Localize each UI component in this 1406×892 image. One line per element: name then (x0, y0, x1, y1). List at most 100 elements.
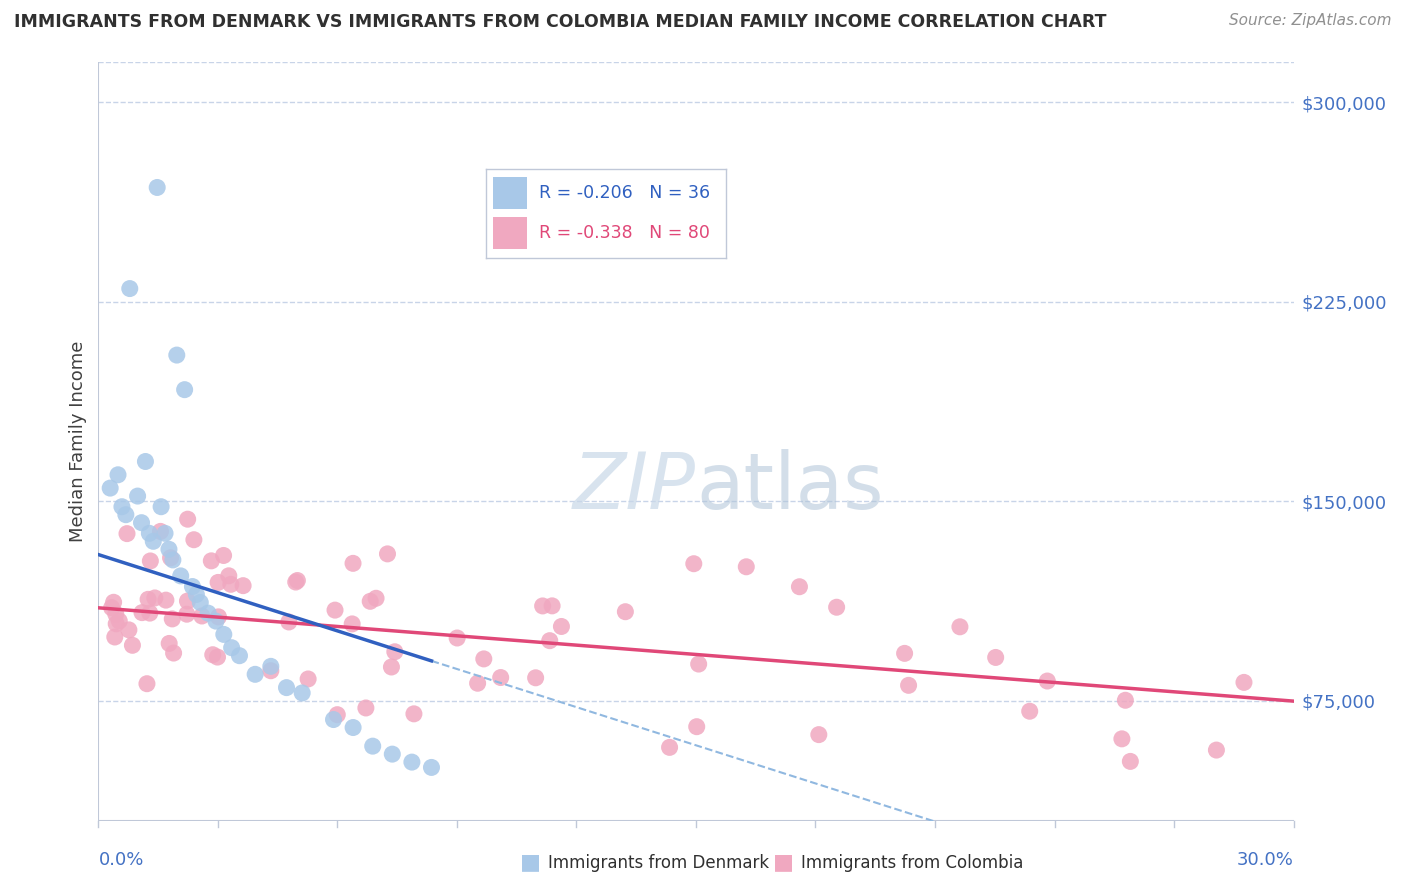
Point (1018, 704, 1040, 718)
Point (277, 615, 299, 629)
Point (138, 526, 160, 541)
Point (260, 664, 283, 678)
Point (121, 638, 143, 652)
Point (183, 533, 205, 547)
Text: atlas: atlas (696, 449, 883, 525)
Point (153, 526, 176, 541)
Point (176, 512, 198, 526)
Point (489, 671, 512, 685)
Point (146, 180, 169, 194)
Point (162, 612, 184, 626)
Point (380, 660, 402, 674)
Point (467, 676, 489, 690)
Point (173, 383, 195, 397)
Point (472, 652, 495, 666)
Point (136, 592, 159, 607)
Point (221, 640, 243, 655)
Point (159, 550, 181, 565)
Point (197, 606, 219, 620)
Point (243, 667, 266, 681)
Point (340, 616, 363, 631)
Text: Immigrants from Colombia: Immigrants from Colombia (801, 855, 1024, 872)
Point (111, 500, 134, 514)
Point (541, 599, 564, 613)
Point (361, 739, 384, 753)
Point (1111, 731, 1133, 746)
Point (232, 579, 254, 593)
Point (531, 599, 554, 613)
Bar (494, 217, 527, 249)
Point (342, 557, 364, 571)
Point (218, 569, 240, 583)
Text: ■: ■ (520, 853, 541, 872)
Point (384, 645, 406, 659)
Point (157, 636, 180, 650)
Point (1205, 743, 1227, 757)
Point (115, 526, 138, 541)
Point (614, 605, 637, 619)
Point (377, 547, 399, 561)
Point (524, 671, 547, 685)
Point (142, 534, 165, 549)
Point (359, 594, 381, 608)
Point (323, 603, 346, 617)
Point (170, 569, 193, 583)
Point (897, 678, 920, 692)
Point (162, 646, 184, 660)
Point (143, 591, 166, 605)
Point (658, 740, 681, 755)
Point (115, 508, 138, 522)
Point (420, 760, 443, 774)
Point (342, 721, 364, 735)
Point (149, 524, 172, 539)
Point (212, 627, 235, 641)
Point (354, 701, 377, 715)
Point (105, 616, 128, 631)
Point (949, 620, 972, 634)
Text: Immigrants from Denmark: Immigrants from Denmark (548, 855, 769, 872)
Point (103, 595, 125, 609)
Point (104, 607, 127, 621)
Point (297, 672, 319, 686)
Point (98, 481, 121, 495)
Text: Source: ZipAtlas.com: Source: ZipAtlas.com (1229, 13, 1392, 29)
Text: ■: ■ (773, 853, 794, 872)
Text: 30.0%: 30.0% (1237, 851, 1294, 869)
Point (186, 587, 208, 601)
Point (364, 591, 387, 606)
Point (131, 516, 153, 530)
Point (131, 606, 153, 620)
Point (104, 630, 127, 644)
Point (155, 593, 177, 607)
Point (984, 650, 1007, 665)
Point (1114, 693, 1136, 707)
Point (134, 454, 156, 468)
Text: 0.0%: 0.0% (98, 851, 143, 869)
Point (181, 580, 204, 594)
Point (107, 467, 129, 482)
Point (207, 575, 229, 590)
Point (446, 631, 468, 645)
Text: R = -0.206   N = 36: R = -0.206 N = 36 (538, 184, 710, 202)
Text: R = -0.338   N = 80: R = -0.338 N = 80 (538, 224, 710, 242)
Point (1119, 755, 1142, 769)
Point (276, 681, 298, 695)
Point (157, 542, 180, 557)
Point (139, 606, 162, 620)
Point (682, 557, 704, 571)
Point (162, 553, 184, 567)
Point (550, 619, 572, 633)
Point (326, 707, 349, 722)
Point (191, 609, 214, 624)
Point (1036, 673, 1059, 688)
Point (686, 720, 709, 734)
Point (150, 500, 173, 514)
Point (381, 747, 404, 761)
Point (108, 614, 131, 628)
Point (176, 607, 198, 622)
Point (284, 575, 307, 590)
Bar (494, 177, 527, 209)
Point (200, 554, 222, 568)
Point (807, 728, 830, 742)
Point (136, 676, 159, 690)
